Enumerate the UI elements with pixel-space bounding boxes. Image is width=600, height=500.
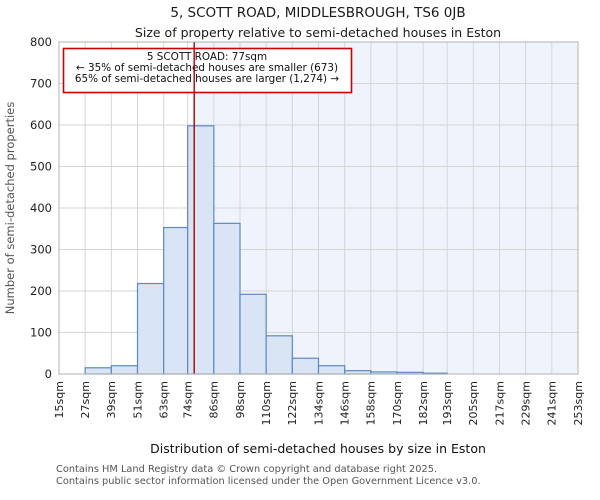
x-tick-label: 63sqm: [157, 381, 170, 418]
histogram-bar: [84, 367, 112, 375]
chart-top-layer: [58, 41, 579, 375]
chart-tick-labels: 0 100 200 300 400 500 600 700 800 15sqm 27sqm 39sqm…: [30, 35, 585, 425]
x-tick-label: 193sqm: [441, 381, 454, 425]
x-tick-label: 253sqm: [572, 381, 585, 425]
chart-base-layer: [58, 41, 579, 375]
plot-border: [58, 41, 579, 375]
y-tick-label: 300: [30, 243, 52, 257]
y-tick-label: 500: [30, 160, 52, 174]
y-axis-title: Number of semi-detached properties: [3, 102, 17, 314]
x-tick-label: 74sqm: [181, 381, 194, 418]
annotation-line-3: 65% of semi-detached houses are larger (…: [75, 73, 340, 85]
x-tick-label: 39sqm: [105, 381, 118, 418]
x-tick-label: 134sqm: [312, 381, 325, 425]
x-tick-label: 205sqm: [467, 381, 480, 425]
histogram-bar: [163, 226, 189, 375]
annotation-box: [62, 47, 353, 94]
y-tick-label: 400: [30, 201, 52, 215]
y-tick-label: 800: [30, 35, 52, 49]
x-axis-title: Distribution of semi-detached houses by …: [150, 441, 486, 456]
histogram-bar: [317, 365, 346, 375]
footer-line-1: Contains HM Land Registry data © Crown c…: [56, 464, 438, 475]
histogram-bar: [110, 365, 139, 375]
histogram-bar: [213, 222, 241, 375]
x-tick-label: 229sqm: [519, 381, 532, 425]
histogram-bar: [291, 357, 320, 375]
page-subtitle: Size of property relative to semi-detach…: [134, 25, 502, 40]
x-tick-label: 15sqm: [53, 381, 66, 418]
histogram-bar: [187, 125, 215, 375]
histogram-bar: [136, 282, 165, 375]
x-tick-label: 122sqm: [286, 381, 299, 425]
x-tick-label: 27sqm: [79, 381, 92, 418]
page-title: 5, SCOTT ROAD, MIDDLESBROUGH, TS6 0JB: [170, 5, 466, 21]
x-tick-label: 217sqm: [493, 381, 506, 425]
x-tick-label: 51sqm: [131, 381, 144, 418]
histogram-bar: [265, 335, 293, 375]
annotation-line-2: ← 35% of semi-detached houses are smalle…: [76, 62, 338, 74]
x-tick-label: 98sqm: [234, 381, 247, 418]
y-tick-label: 600: [30, 118, 52, 132]
annotation-line-1: 5 SCOTT ROAD: 77sqm: [147, 51, 267, 63]
footer-line-2: Contains public sector information licen…: [56, 475, 481, 487]
y-tick-label: 100: [30, 326, 52, 340]
footer: Contains HM Land Registry data © Crown c…: [56, 464, 481, 487]
x-tick-label: 158sqm: [365, 381, 378, 425]
y-tick-label: 700: [30, 77, 52, 91]
x-tick-label: 182sqm: [417, 381, 430, 425]
x-tick-label: 110sqm: [260, 381, 273, 425]
x-tick-label: 241sqm: [546, 381, 559, 425]
y-tick-label: 0: [45, 367, 52, 381]
x-tick-label: 170sqm: [391, 381, 404, 425]
x-tick-label: 86sqm: [208, 381, 221, 418]
histogram-bar: [239, 293, 267, 375]
x-tick-label: 146sqm: [338, 381, 351, 425]
y-tick-label: 200: [30, 284, 52, 298]
